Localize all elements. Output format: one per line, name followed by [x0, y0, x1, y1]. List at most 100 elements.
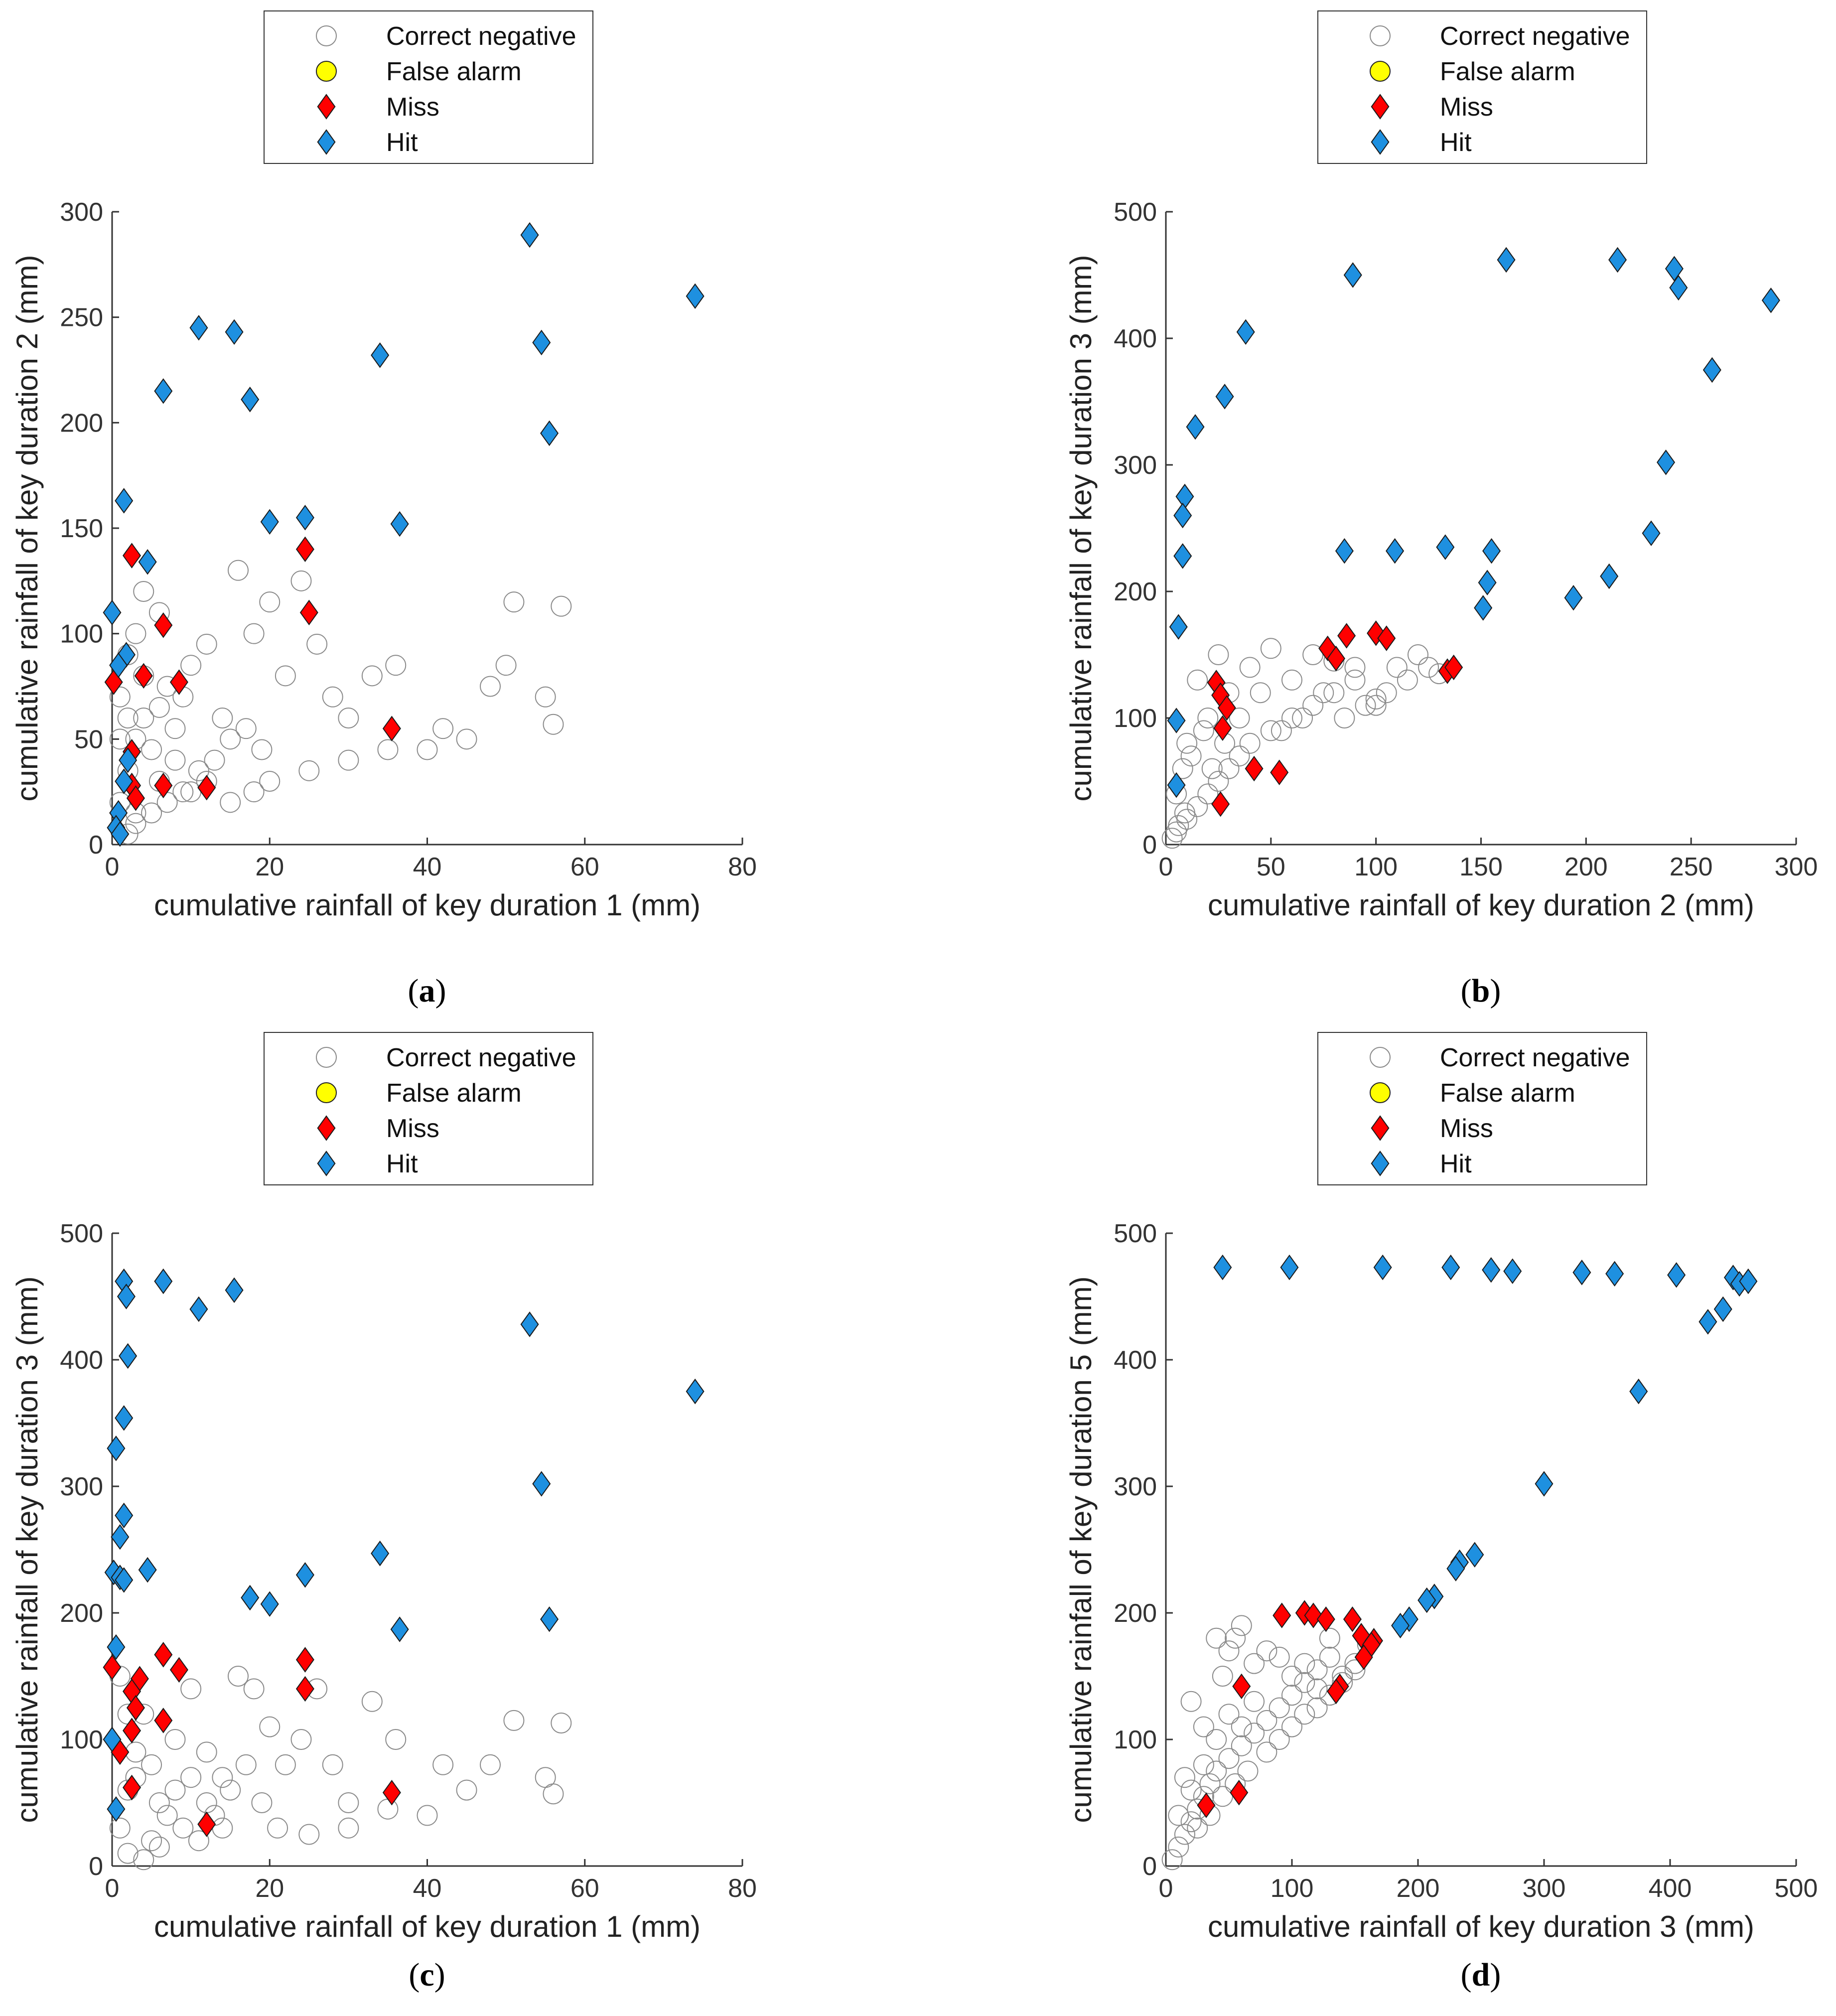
correct-negative-point [164, 718, 186, 739]
legend-miss-marker [317, 94, 336, 120]
x-tick-label: 250 [1670, 853, 1713, 881]
panel-caption-letter: b [1472, 973, 1490, 1009]
correct-negative-point [180, 1767, 202, 1788]
miss-point [126, 1695, 145, 1721]
legend-box [1317, 1032, 1647, 1185]
hit-point [1629, 1378, 1648, 1405]
correct-negative-point [1229, 708, 1250, 728]
hit-point [154, 378, 173, 404]
legend-miss-marker [317, 1115, 336, 1141]
miss-point [123, 1774, 141, 1801]
y-axis-label: cumulative rainfall of key duration 3 (m… [1064, 255, 1098, 801]
hit-point [520, 222, 539, 248]
correct-negative-point [180, 655, 202, 676]
correct-negative-point [1376, 682, 1397, 704]
correct-negative-point [220, 728, 241, 750]
hit-point [260, 509, 279, 535]
hit-point [1173, 543, 1192, 569]
miss-point [154, 612, 173, 638]
y-tick-label: 300 [1114, 451, 1157, 480]
y-tick-label: 300 [1114, 1472, 1157, 1501]
correct-negative-point [148, 1836, 170, 1858]
correct-negative-point [1218, 758, 1240, 779]
correct-negative-point [125, 813, 146, 834]
panel-caption-letter: a [419, 973, 435, 1009]
correct-negative-point [1180, 745, 1202, 767]
x-tick-label: 60 [570, 1874, 599, 1903]
hit-point [686, 1378, 705, 1405]
hit-point [1482, 1257, 1501, 1283]
legend-false-alarm-marker [316, 61, 337, 82]
correct-negative-point [338, 708, 359, 728]
correct-negative-point [1239, 657, 1261, 678]
correct-negative-point [243, 781, 265, 803]
miss-point [1316, 1606, 1335, 1632]
hit-point [1669, 275, 1688, 301]
correct-negative-point [1344, 1659, 1366, 1681]
y-tick-label: 300 [60, 198, 103, 227]
correct-negative-point [377, 1798, 399, 1820]
hit-point [111, 1524, 130, 1550]
correct-negative-point [228, 1666, 249, 1687]
correct-negative-point [1237, 1760, 1259, 1782]
correct-negative-point [1166, 821, 1187, 843]
hit-point [119, 747, 138, 773]
y-tick-label: 500 [1114, 1219, 1157, 1248]
correct-negative-point [172, 1817, 194, 1839]
panel-c: 0 20 40 60 80 0 100 200 300 400 500 cumulative rain… [10, 1032, 757, 1993]
hit-point [1713, 1296, 1732, 1322]
miss-point [126, 785, 145, 811]
hit-point [1343, 262, 1362, 288]
legend-label: Hit [386, 128, 418, 157]
correct-negative-point [1355, 695, 1376, 716]
hit-point [1739, 1268, 1758, 1295]
panel-caption: (a) [408, 973, 446, 1009]
correct-negative-point [1201, 758, 1223, 779]
hit-point [109, 652, 128, 678]
panel-caption: (d) [1461, 1957, 1501, 1993]
legend-hit-marker [317, 1151, 336, 1176]
hit-point [1761, 288, 1780, 313]
y-axis-label: cumulative rainfall of key duration 3 (m… [10, 1276, 44, 1823]
panel-caption: (c) [409, 1957, 445, 1993]
legend-hit-marker [1371, 129, 1390, 155]
hit-point [1417, 1587, 1436, 1613]
hit-point [241, 1584, 260, 1611]
y-tick-label: 100 [60, 620, 103, 649]
miss-point [154, 1642, 173, 1668]
hit-point [260, 1591, 279, 1617]
hit-point [1665, 256, 1684, 282]
correct-negative-point [1271, 720, 1292, 741]
correct-negative-point [125, 623, 146, 644]
miss-point [295, 536, 314, 563]
legend-correct-negative-marker [1370, 1047, 1391, 1068]
correct-negative-point [1269, 1646, 1290, 1668]
correct-negative-point [275, 665, 296, 687]
hit-point [1482, 538, 1501, 564]
x-tick-label: 20 [255, 853, 284, 881]
hit-point [1608, 247, 1627, 273]
hit-point [686, 283, 705, 309]
correct-negative-point [212, 1767, 233, 1788]
miss-point [1354, 1644, 1373, 1670]
miss-point [382, 1779, 401, 1806]
x-tick-label: 150 [1459, 853, 1503, 881]
panel-b: 0 50 100 150 200 250 300 0 100 200 300 400 500 cumula… [1064, 10, 1818, 1009]
miss-point [295, 1647, 314, 1673]
correct-negative-point [1208, 644, 1229, 665]
correct-negative-point [1323, 682, 1345, 704]
correct-negative-point [1168, 815, 1189, 836]
correct-negative-point [543, 1783, 564, 1805]
correct-negative-point [385, 655, 407, 676]
y-tick-label: 400 [1114, 1346, 1157, 1375]
correct-negative-point [1294, 1653, 1315, 1674]
hit-point [371, 1540, 390, 1567]
correct-negative-point [480, 1754, 501, 1775]
correct-negative-point [1206, 1729, 1227, 1750]
hit-point [1215, 384, 1234, 410]
correct-negative-point [1256, 1710, 1277, 1731]
correct-negative-point [1281, 1666, 1302, 1687]
panel-caption-letter: d [1472, 1957, 1490, 1993]
correct-negative-point [148, 1792, 170, 1813]
correct-negative-point [1386, 657, 1408, 678]
